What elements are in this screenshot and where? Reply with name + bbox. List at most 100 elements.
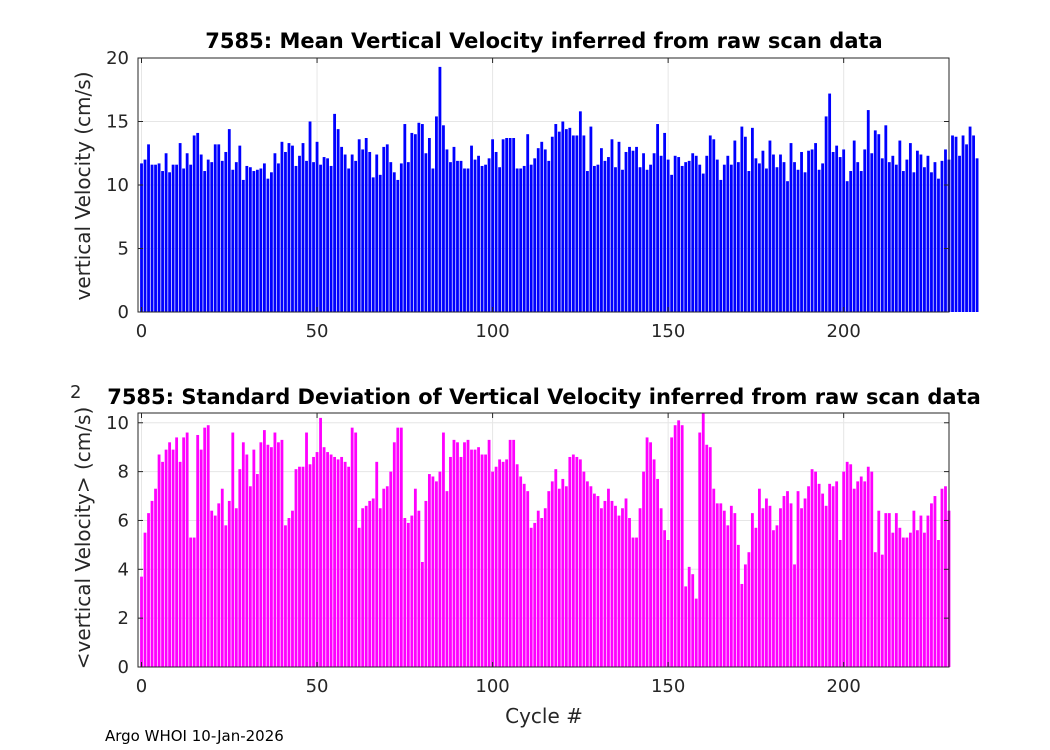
- bar: [308, 464, 312, 667]
- bar: [164, 153, 168, 312]
- bar: [635, 537, 638, 667]
- bar: [329, 165, 333, 312]
- bar: [354, 432, 358, 667]
- bar: [498, 459, 502, 667]
- bar: [456, 442, 459, 667]
- bar: [575, 135, 579, 312]
- bar: [638, 167, 642, 312]
- bar: [171, 164, 175, 312]
- bar: [266, 178, 270, 312]
- bar: [656, 124, 660, 312]
- bar: [578, 459, 582, 667]
- bar: [220, 488, 224, 667]
- bar: [593, 165, 596, 312]
- bar: [793, 564, 796, 667]
- bar: [908, 143, 912, 312]
- bar: [248, 167, 252, 312]
- bar: [694, 155, 698, 312]
- bar: [255, 169, 259, 312]
- bar: [224, 151, 228, 312]
- bar: [480, 165, 484, 312]
- bar: [765, 168, 768, 312]
- bar: [322, 157, 326, 312]
- bar: [582, 135, 586, 312]
- bar: [585, 481, 589, 667]
- bar: [498, 167, 502, 312]
- bar: [227, 500, 231, 667]
- bar: [663, 530, 667, 667]
- bar: [494, 151, 498, 312]
- bar: [413, 488, 417, 667]
- bar: [396, 427, 400, 667]
- bar: [880, 158, 884, 312]
- bar: [863, 481, 867, 667]
- bar: [273, 153, 277, 312]
- bar: [175, 164, 179, 312]
- bar: [684, 162, 688, 312]
- bar: [452, 146, 456, 312]
- bar: [333, 456, 337, 667]
- bar: [877, 134, 881, 312]
- bar: [600, 148, 603, 312]
- bar: [758, 163, 761, 312]
- bar: [575, 456, 579, 667]
- bar: [326, 452, 329, 667]
- bar: [438, 66, 442, 312]
- bar: [740, 126, 744, 312]
- bar: [280, 439, 284, 667]
- bar: [951, 135, 954, 312]
- bar: [937, 178, 940, 312]
- axes-frame: [137, 412, 950, 668]
- bar: [550, 136, 554, 312]
- bar: [831, 486, 835, 667]
- bar: [206, 425, 210, 667]
- bar: [603, 160, 607, 312]
- plot-background: [138, 413, 949, 667]
- bar: [399, 163, 403, 312]
- bar: [852, 488, 856, 667]
- bar: [519, 168, 523, 312]
- bar: [456, 160, 459, 312]
- bar: [357, 139, 361, 312]
- bar: [449, 456, 452, 667]
- y-tick-label: 6: [118, 510, 129, 531]
- bar: [719, 503, 723, 667]
- bar: [477, 155, 480, 312]
- bar: [954, 136, 958, 312]
- bar: [547, 160, 551, 312]
- bar: [522, 483, 526, 667]
- bar: [940, 488, 944, 667]
- bar: [705, 155, 709, 312]
- bar: [758, 488, 761, 667]
- bar: [768, 505, 772, 667]
- bar: [312, 456, 315, 667]
- bar: [666, 159, 670, 312]
- bar: [859, 476, 863, 667]
- bar: [238, 469, 242, 667]
- bar: [701, 413, 705, 667]
- plot-area: 0 50 100 150 200 0 5 10 15 20: [106, 48, 979, 342]
- bar: [484, 164, 487, 312]
- bar: [649, 164, 652, 312]
- bar: [905, 159, 909, 312]
- bar: [817, 169, 821, 312]
- bar: [965, 144, 968, 312]
- bar: [684, 586, 688, 667]
- bar: [691, 574, 695, 667]
- bar: [652, 459, 656, 667]
- bar: [807, 150, 810, 312]
- bar: [617, 141, 621, 312]
- bar: [382, 488, 386, 667]
- bar: [217, 503, 221, 667]
- bar: [140, 576, 143, 667]
- bar: [726, 525, 730, 667]
- bar: [856, 481, 860, 667]
- bar: [775, 167, 779, 312]
- bar: [824, 505, 828, 667]
- bar: [403, 124, 407, 312]
- bar: [185, 432, 189, 667]
- y-axis-label-exponent: 2: [70, 382, 81, 403]
- bar: [526, 134, 530, 312]
- bar: [196, 434, 200, 667]
- bar: [877, 510, 881, 667]
